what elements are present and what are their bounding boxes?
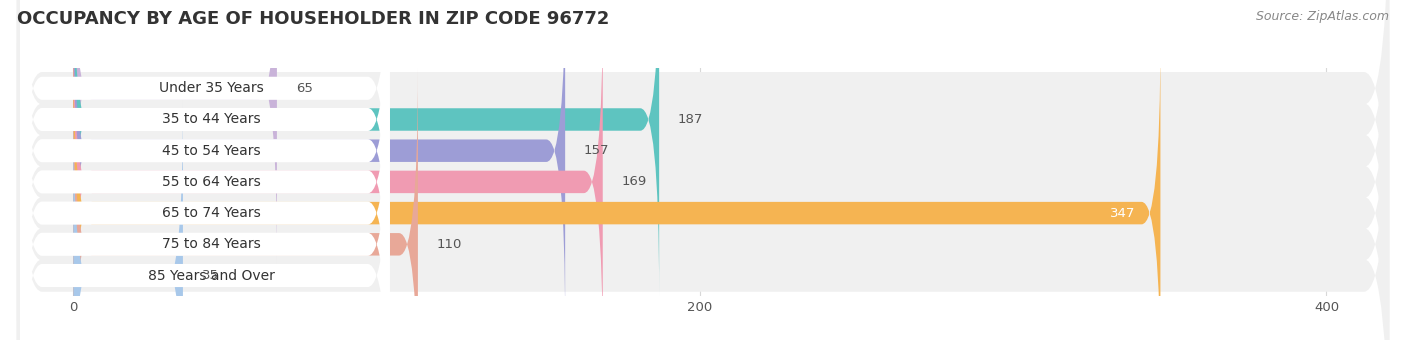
FancyBboxPatch shape bbox=[20, 0, 389, 340]
FancyBboxPatch shape bbox=[73, 6, 603, 340]
FancyBboxPatch shape bbox=[73, 100, 183, 340]
FancyBboxPatch shape bbox=[73, 0, 565, 327]
FancyBboxPatch shape bbox=[17, 11, 1389, 340]
FancyBboxPatch shape bbox=[20, 0, 389, 295]
FancyBboxPatch shape bbox=[73, 0, 659, 295]
Text: 85 Years and Over: 85 Years and Over bbox=[148, 269, 274, 283]
Text: OCCUPANCY BY AGE OF HOUSEHOLDER IN ZIP CODE 96772: OCCUPANCY BY AGE OF HOUSEHOLDER IN ZIP C… bbox=[17, 10, 609, 28]
Text: 35: 35 bbox=[201, 269, 219, 282]
Text: 55 to 64 Years: 55 to 64 Years bbox=[162, 175, 260, 189]
FancyBboxPatch shape bbox=[17, 0, 1389, 340]
FancyBboxPatch shape bbox=[17, 42, 1389, 340]
FancyBboxPatch shape bbox=[73, 0, 277, 264]
Text: 157: 157 bbox=[583, 144, 609, 157]
FancyBboxPatch shape bbox=[17, 0, 1389, 340]
FancyBboxPatch shape bbox=[20, 0, 389, 340]
FancyBboxPatch shape bbox=[17, 0, 1389, 322]
FancyBboxPatch shape bbox=[20, 69, 389, 340]
Text: 65: 65 bbox=[295, 82, 312, 95]
Text: 75 to 84 Years: 75 to 84 Years bbox=[162, 237, 260, 251]
Text: 35 to 44 Years: 35 to 44 Years bbox=[162, 113, 260, 126]
Text: 187: 187 bbox=[678, 113, 703, 126]
FancyBboxPatch shape bbox=[73, 37, 1160, 340]
Text: 347: 347 bbox=[1109, 207, 1136, 220]
Text: 169: 169 bbox=[621, 175, 647, 188]
Text: 110: 110 bbox=[437, 238, 463, 251]
FancyBboxPatch shape bbox=[20, 6, 389, 340]
Text: 65 to 74 Years: 65 to 74 Years bbox=[162, 206, 260, 220]
FancyBboxPatch shape bbox=[73, 68, 418, 340]
Text: 45 to 54 Years: 45 to 54 Years bbox=[162, 144, 260, 158]
Text: Under 35 Years: Under 35 Years bbox=[159, 81, 263, 95]
FancyBboxPatch shape bbox=[20, 37, 389, 340]
FancyBboxPatch shape bbox=[17, 0, 1389, 340]
FancyBboxPatch shape bbox=[17, 0, 1389, 340]
Text: Source: ZipAtlas.com: Source: ZipAtlas.com bbox=[1256, 10, 1389, 23]
FancyBboxPatch shape bbox=[20, 0, 389, 326]
